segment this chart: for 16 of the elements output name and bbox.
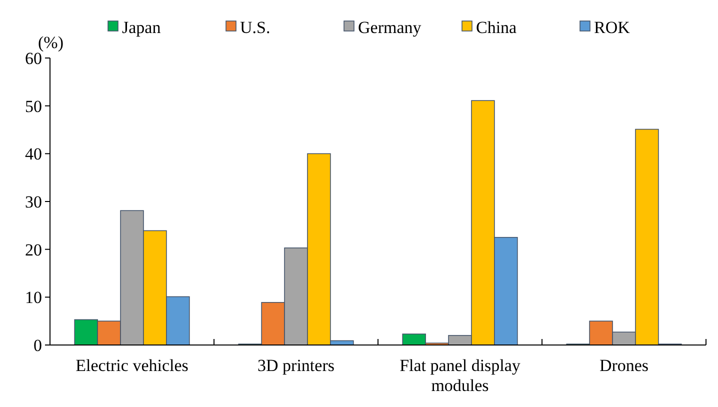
legend-label: U.S. (240, 18, 270, 38)
y-tick-label: 0 (34, 336, 42, 355)
y-tick-label: 10 (25, 288, 42, 308)
y-tick-label: 20 (25, 240, 42, 260)
x-tick-label: Electric vehicles (76, 356, 188, 375)
legend-label: China (476, 18, 518, 38)
legend-label: Germany (358, 18, 422, 38)
legend-label: Japan (122, 18, 162, 38)
legend-label: ROK (594, 18, 631, 38)
y-tick-label: 50 (25, 96, 42, 116)
y-tick-label: 40 (25, 144, 42, 164)
x-tick-label: Drones (599, 356, 649, 375)
y-tick-label: 30 (25, 192, 42, 212)
y-axis-title: (%) (38, 33, 64, 52)
x-tick-label: Flat panel display modules (400, 356, 521, 395)
x-tick-label: 3D printers (258, 356, 334, 375)
